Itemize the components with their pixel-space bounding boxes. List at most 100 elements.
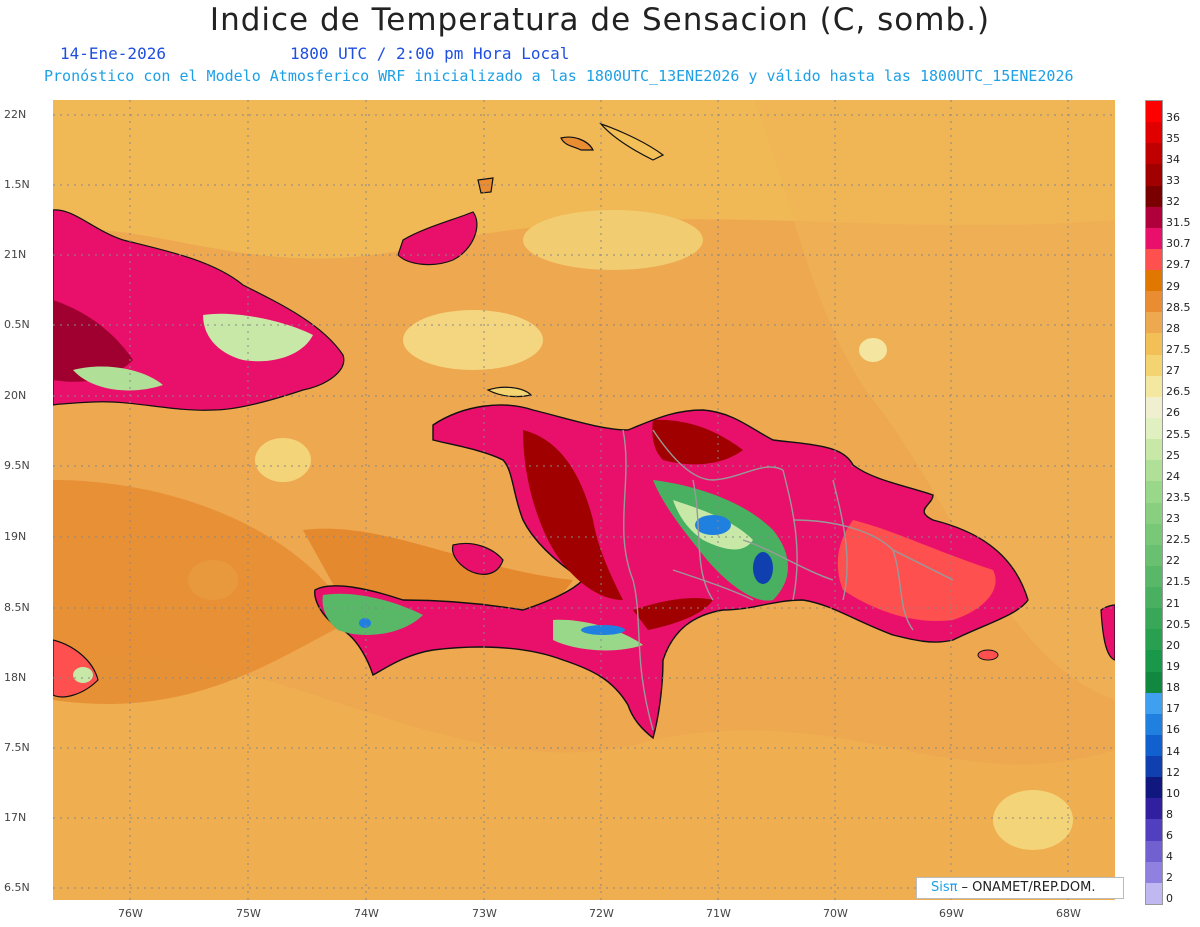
forecast-time: 1800 UTC / 2:00 pm Hora Local: [290, 44, 570, 63]
colorbar-label: 21.5: [1166, 575, 1191, 589]
colorbar-cell: [1146, 692, 1162, 715]
colorbar-cell: [1146, 185, 1162, 208]
colorbar-label: 35: [1166, 131, 1180, 145]
colorbar-cell: [1146, 333, 1162, 356]
haiti-hot-west: [523, 430, 623, 600]
forecast-date: 14-Ene-2026: [60, 44, 166, 63]
colorbar: [1145, 100, 1163, 905]
colorbar-cell: [1146, 840, 1162, 863]
colorbar-label: 20: [1166, 638, 1180, 652]
lat-label: 6.5N: [4, 881, 30, 894]
lat-label: 21N: [4, 248, 27, 261]
colorbar-label: 16: [1166, 723, 1180, 737]
colorbar-cell: [1146, 101, 1162, 123]
cold-spot-2: [753, 552, 773, 584]
lat-label: 20N: [4, 389, 27, 402]
colorbar-cell: [1146, 587, 1162, 609]
cool-patch-5: [859, 338, 887, 362]
colorbar-label: 27: [1166, 364, 1180, 378]
lon-label: 74W: [354, 907, 379, 920]
colorbar-cell: [1146, 439, 1162, 461]
colorbar-label: 28.5: [1166, 300, 1191, 314]
colorbar-label: 33: [1166, 173, 1180, 187]
heat-index-map: [53, 100, 1115, 900]
south-peninsula-cool-2: [553, 619, 643, 651]
colorbar-label: 25: [1166, 448, 1180, 462]
colorbar-cell: [1146, 143, 1162, 165]
colorbar-label: 8: [1166, 807, 1173, 821]
credit-brand: Sis: [931, 880, 950, 895]
colorbar-label: 14: [1166, 744, 1180, 758]
colorbar-label: 24: [1166, 469, 1180, 483]
lat-label: 17N: [4, 811, 27, 824]
colorbar-label: 19: [1166, 659, 1180, 673]
sea-band-east: [753, 100, 1115, 700]
colorbar-label: 18: [1166, 681, 1180, 695]
colorbar-label: 17: [1166, 702, 1180, 716]
province-borders: [622, 429, 954, 731]
cuba-hot-core: [53, 300, 133, 382]
colorbar-label: 20.5: [1166, 617, 1191, 631]
colorbar-cell: [1146, 544, 1162, 567]
map-area[interactable]: [53, 100, 1115, 900]
credit-pi: π: [949, 880, 958, 895]
colorbar-cell: [1146, 291, 1162, 313]
credit-box: Sisπ – ONAMET/REP.DOM.: [916, 877, 1124, 899]
colorbar-label: 31.5: [1166, 216, 1191, 230]
credit-text: – ONAMET/REP.DOM.: [961, 880, 1096, 895]
colorbar-label: 0: [1166, 892, 1173, 906]
colorbar-cell: [1146, 206, 1162, 229]
cuba-cool-zone: [203, 313, 313, 362]
small-island-2: [560, 136, 594, 151]
cool-patch-6: [523, 210, 703, 270]
lon-label: 75W: [236, 907, 261, 920]
cold-spot-3: [581, 625, 625, 635]
lat-label: 8.5N: [4, 601, 30, 614]
colorbar-label: 23: [1166, 512, 1180, 526]
colorbar-cell: [1146, 417, 1162, 440]
east-dr-warm: [837, 520, 996, 621]
lon-label: 70W: [823, 907, 848, 920]
cold-spot-4: [359, 618, 371, 628]
cuba-cool-zone-2: [73, 366, 163, 391]
colorbar-label: 29.7: [1166, 258, 1191, 272]
lat-label: 18N: [4, 671, 27, 684]
colorbar-cell: [1146, 227, 1162, 250]
colorbar-cell: [1146, 713, 1162, 736]
cool-patch-2: [255, 438, 311, 482]
forecast-info: Pronóstico con el Modelo Atmosferico WRF…: [44, 67, 1074, 85]
lat-label: 22N: [4, 108, 27, 121]
small-island-3: [599, 122, 665, 161]
colorbar-cell: [1146, 756, 1162, 778]
dr-hot-north: [652, 419, 743, 465]
lon-label: 68W: [1056, 907, 1081, 920]
colorbar-cell: [1146, 248, 1162, 271]
puerto-rico-tip: [1100, 604, 1115, 661]
colorbar-cell: [1146, 481, 1162, 503]
map-title: Indice de Temperatura de Sensacion (C, s…: [209, 2, 991, 38]
colorbar-label: 4: [1166, 850, 1173, 864]
colorbar-cell: [1146, 122, 1162, 144]
lat-label: 9.5N: [4, 459, 30, 472]
colorbar-label: 30.7: [1166, 237, 1191, 251]
colorbar-cell: [1146, 375, 1162, 398]
colorbar-cell: [1146, 460, 1162, 482]
colorbar-label: 32: [1166, 195, 1180, 209]
colorbar-cell: [1146, 650, 1162, 673]
south-peninsula-cool: [322, 593, 423, 635]
jamaica-cool: [73, 667, 93, 683]
colorbar-label: 6: [1166, 829, 1173, 843]
tortuga-island: [486, 386, 533, 398]
lon-label: 76W: [118, 907, 143, 920]
lon-label: 72W: [589, 907, 614, 920]
gonave-island: [451, 542, 504, 575]
sea-band-south: [53, 654, 1115, 900]
colorbar-cell: [1146, 777, 1162, 799]
colorbar-label: 12: [1166, 765, 1180, 779]
lon-label: 73W: [472, 907, 497, 920]
inagua-island: [397, 211, 478, 266]
lat-label: 19N: [4, 530, 27, 543]
colorbar-cell: [1146, 396, 1162, 419]
warm-sea-west: [53, 480, 353, 704]
colorbar-label: 23.5: [1166, 490, 1191, 504]
